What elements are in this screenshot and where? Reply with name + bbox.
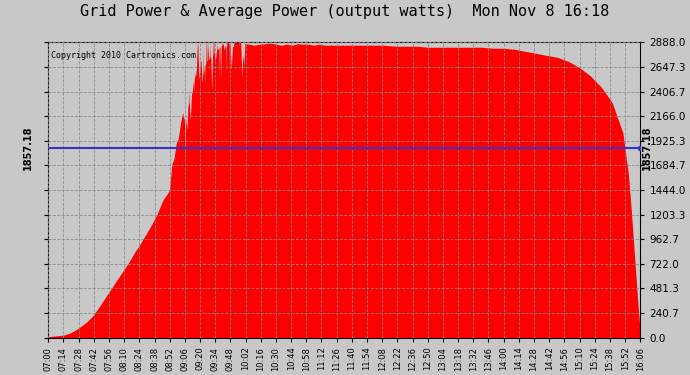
Text: 1857.18: 1857.18 (23, 126, 33, 170)
Text: 1857.18: 1857.18 (642, 126, 651, 170)
Text: Copyright 2010 Cartronics.com: Copyright 2010 Cartronics.com (51, 51, 196, 60)
Text: Grid Power & Average Power (output watts)  Mon Nov 8 16:18: Grid Power & Average Power (output watts… (80, 4, 610, 19)
